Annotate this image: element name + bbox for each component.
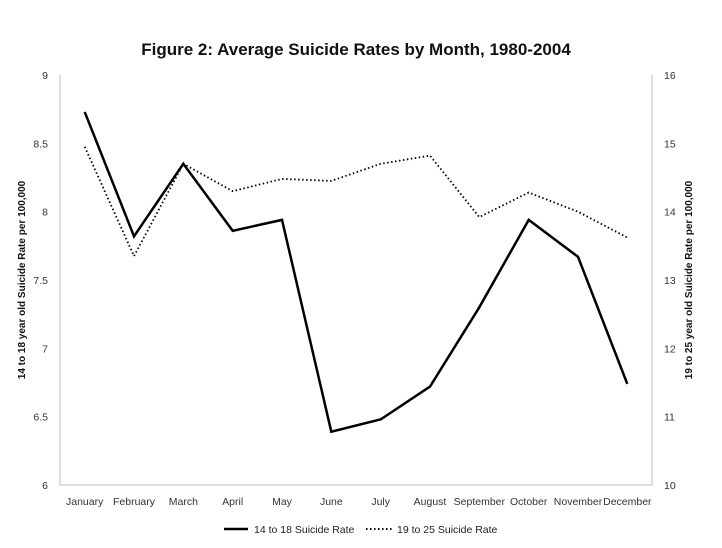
x-tick-label: October xyxy=(510,496,548,508)
series-layer xyxy=(83,111,629,434)
left-y-tick-label: 8 xyxy=(42,207,48,219)
right-y-tick-label: 12 xyxy=(664,343,676,355)
right-y-tick-label: 10 xyxy=(664,480,676,492)
x-tick-labels: January February March April May June July Augu… xyxy=(66,496,652,508)
left-y-tick-label: 6.5 xyxy=(33,412,48,424)
left-y-tick-label: 7 xyxy=(42,343,48,355)
x-tick-label: February xyxy=(113,496,156,508)
x-tick-label: April xyxy=(222,496,243,508)
chart-title: Figure 2: Average Suicide Rates by Month… xyxy=(141,40,571,59)
right-y-tick-label: 13 xyxy=(664,275,676,287)
right-y-tick-label: 16 xyxy=(664,70,676,82)
series-line-14-to-18 xyxy=(83,111,629,434)
x-tick-label: July xyxy=(371,496,390,508)
left-y-axis-label: 14 to 18 year old Suicide Rate per 100,0… xyxy=(17,180,28,379)
x-tick-label: May xyxy=(272,496,293,508)
legend-label-14-to-18: 14 to 18 Suicide Rate xyxy=(254,524,355,536)
left-y-tick-labels: 6 6.5 7 7.5 8 8.5 9 xyxy=(33,70,48,492)
left-y-tick-label: 7.5 xyxy=(33,275,48,287)
right-y-tick-label: 15 xyxy=(664,138,676,150)
x-tick-label: March xyxy=(169,496,198,508)
legend-label-19-to-25: 19 to 25 Suicide Rate xyxy=(397,524,498,536)
right-y-tick-labels: 10 11 12 13 14 15 16 xyxy=(664,70,676,492)
left-y-tick-label: 8.5 xyxy=(33,138,48,150)
x-tick-label: September xyxy=(454,496,506,508)
x-tick-label: December xyxy=(603,496,652,508)
right-y-axis-label: 19 to 25 year old Suicide Rate per 100,0… xyxy=(684,180,695,379)
x-tick-label: August xyxy=(414,496,447,508)
x-tick-label: November xyxy=(554,496,603,508)
x-tick-label: June xyxy=(320,496,343,508)
left-y-tick-label: 6 xyxy=(42,480,48,492)
right-y-tick-label: 14 xyxy=(664,207,676,219)
x-tick-label: January xyxy=(66,496,104,508)
series-line-19-to-25 xyxy=(83,146,628,259)
left-y-tick-label: 9 xyxy=(42,70,48,82)
right-y-tick-label: 11 xyxy=(664,412,675,424)
legend: 14 to 18 Suicide Rate 19 to 25 Suicide R… xyxy=(224,524,498,536)
